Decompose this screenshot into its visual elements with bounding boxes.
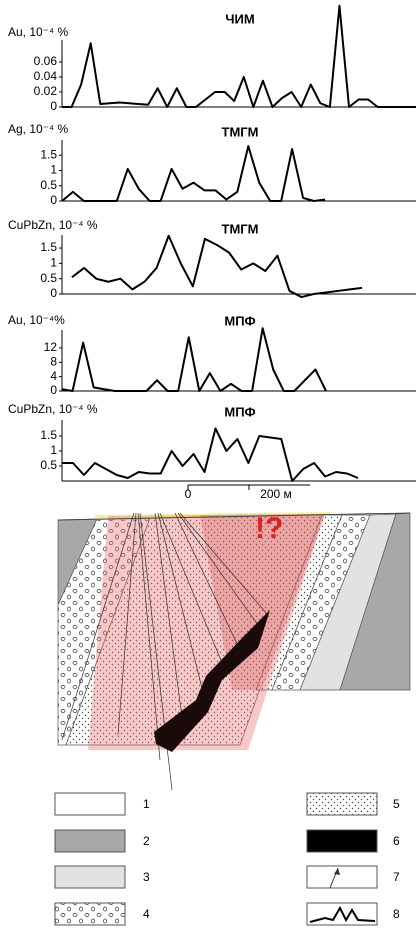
y-tick-label: 12 [44, 340, 58, 354]
axis-label: CuPbZn, 10⁻⁴ % [8, 402, 98, 416]
scale-bar: 0 200 м [185, 485, 310, 501]
y-tick-label: 0 [50, 286, 57, 300]
axis-label: Au, 10⁻⁴% [8, 313, 65, 327]
chart-title: МПФ [224, 313, 255, 328]
y-tick-label: 0.5 [40, 458, 57, 472]
y-tick-label: 0.06 [34, 54, 58, 68]
y-tick-label: 1 [50, 443, 57, 457]
y-tick-label: 1.5 [40, 147, 57, 161]
legend-label: 2 [143, 834, 150, 848]
annotation: !? [255, 512, 283, 545]
chart-title: МПФ [224, 404, 255, 419]
legend-label: 3 [143, 870, 150, 884]
figure: 0 200 м !? 1 [0, 0, 416, 939]
chart-title: ТМГМ [222, 221, 259, 236]
chart-title: ТМГМ [222, 124, 259, 139]
axis-label: CuPbZn, 10⁻⁴ % [8, 218, 98, 232]
y-tick-label: 0 [50, 383, 57, 397]
legend-label: 7 [393, 870, 400, 884]
legend-label: 5 [393, 797, 400, 811]
y-tick-label: 1.5 [40, 240, 57, 254]
y-tick-label: 8 [50, 355, 57, 369]
axis-label: Ag, 10⁻⁴ % [8, 122, 69, 136]
legend-label: 8 [393, 907, 400, 921]
y-tick-label: 0.5 [40, 271, 57, 285]
y-tick-label: 0.04 [34, 69, 58, 83]
data-line [72, 236, 362, 297]
y-tick-label: 0 [50, 193, 57, 207]
data-line [62, 429, 358, 482]
y-tick-label: 1.5 [40, 428, 57, 442]
legend-label: 6 [393, 834, 400, 848]
y-tick-label: 1 [50, 163, 57, 177]
scale-label: 0 [185, 487, 192, 501]
y-tick-label: 4 [50, 369, 57, 383]
y-tick-label: 0 [50, 99, 57, 113]
legend-label: 1 [143, 797, 150, 811]
data-line [62, 328, 326, 391]
y-tick-label: 0.5 [40, 178, 57, 192]
axis-label: Au, 10⁻⁴ % [8, 25, 69, 39]
cross-section: !? [58, 512, 410, 790]
y-tick-label: 1 [50, 256, 57, 270]
data-line [62, 146, 325, 201]
chart-title: ЧИМ [225, 11, 254, 26]
legend: 1 2 3 4 5 6 7 8 [55, 793, 400, 925]
legend-label: 4 [143, 907, 150, 921]
y-tick-label: 0.02 [34, 84, 58, 98]
scale-label: 200 м [260, 487, 292, 501]
